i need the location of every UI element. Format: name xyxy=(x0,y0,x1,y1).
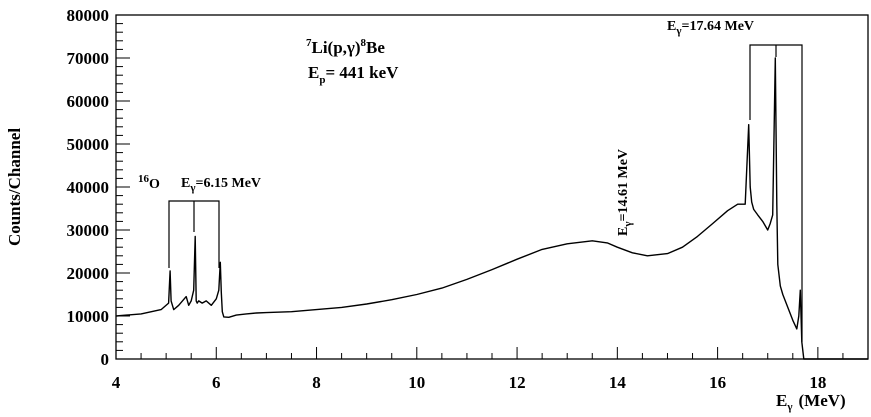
oxygen-sup: 16 xyxy=(138,173,150,185)
oxygen-label: 16O xyxy=(138,173,160,192)
x-axis-title: Eγ (MeV) xyxy=(776,391,846,413)
x-axis-title-sub: γ xyxy=(786,401,792,413)
beam-energy-sub: p xyxy=(319,74,325,86)
y-tick-label: 20000 xyxy=(67,264,110,283)
reaction-pre: 7 xyxy=(306,37,312,49)
peak-14-61-rest: =14.61 MeV xyxy=(616,149,631,222)
peak-17-64-sub: γ xyxy=(675,25,681,37)
x-tick-label: 8 xyxy=(312,373,321,392)
x-tick-labels: 4 6 8 10 12 14 16 18 xyxy=(112,373,827,392)
peak-6-15-sub: γ xyxy=(189,182,195,194)
x-tick-label: 18 xyxy=(809,373,826,392)
peak-17-64-label: Eγ=17.64 MeV xyxy=(667,19,754,37)
reaction-label: 7Li(p,γ)8Be xyxy=(306,37,385,57)
peak-6-15-label: Eγ=6.15 MeV xyxy=(181,176,261,194)
spectrum-line xyxy=(115,57,868,360)
beam-energy-rest: = 441 keV xyxy=(325,63,399,82)
x-axis-title-unit: (MeV) xyxy=(799,391,846,410)
x-tick-label: 4 xyxy=(112,373,121,392)
x-axis-title-e: E xyxy=(776,391,787,410)
beam-energy-e: E xyxy=(308,63,319,82)
x-tick-label: 6 xyxy=(212,373,221,392)
peak-brackets xyxy=(168,44,803,342)
peak-14-61-sub: γ xyxy=(622,222,634,228)
peak-14-61-label: Eγ=14.61 MeV xyxy=(616,149,634,236)
x-tick-label: 14 xyxy=(609,373,627,392)
y-tick-label: 40000 xyxy=(67,178,110,197)
y-tick-label: 10000 xyxy=(67,307,110,326)
peak-17-64-rest: =17.64 MeV xyxy=(682,19,755,34)
y-tick-label: 80000 xyxy=(67,6,110,25)
peak-14-61-e: E xyxy=(616,227,631,236)
y-tick-label: 70000 xyxy=(67,49,110,68)
peak-6-15-rest: =6.15 MeV xyxy=(196,176,262,191)
y-axis-title: Counts/Channel xyxy=(5,128,24,246)
y-tick-label: 50000 xyxy=(67,135,110,154)
beam-energy-label: Ep= 441 keV xyxy=(308,63,399,86)
peak-6-15-e: E xyxy=(181,176,190,191)
peak-17-64-e: E xyxy=(667,19,676,34)
y-tick-label: 60000 xyxy=(67,92,110,111)
x-tick-label: 12 xyxy=(509,373,526,392)
x-tick-label: 10 xyxy=(408,373,425,392)
y-tick-label: 30000 xyxy=(67,221,110,240)
reaction-a: Li(p,γ) xyxy=(312,38,361,57)
reaction-sup: 8 xyxy=(361,37,367,49)
oxygen-main: O xyxy=(149,177,160,192)
x-tick-label: 16 xyxy=(709,373,726,392)
reaction-b: Be xyxy=(366,38,385,57)
y-tick-label: 0 xyxy=(101,350,110,369)
y-tick-labels: 0 10000 20000 30000 40000 50000 60000 70000 8000… xyxy=(67,6,110,369)
